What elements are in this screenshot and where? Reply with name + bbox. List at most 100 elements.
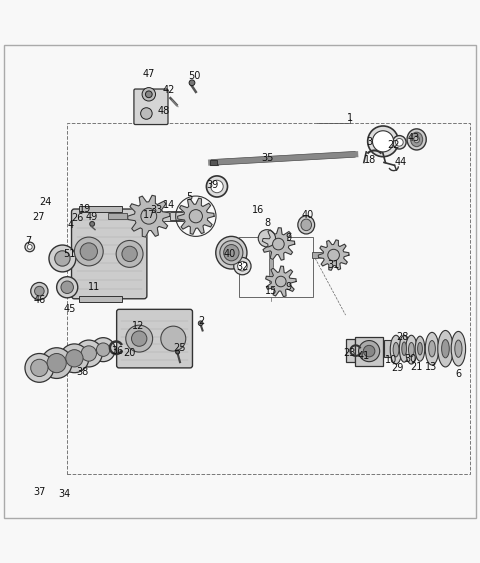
Circle shape [368, 126, 398, 157]
Text: 29: 29 [391, 363, 404, 373]
Circle shape [25, 242, 35, 252]
Bar [108, 213, 127, 219]
Circle shape [66, 350, 83, 367]
Text: 43: 43 [408, 133, 420, 144]
Circle shape [74, 237, 103, 266]
Ellipse shape [425, 332, 439, 365]
Text: 20: 20 [123, 347, 136, 358]
Text: 47: 47 [143, 69, 155, 79]
Ellipse shape [402, 342, 407, 355]
Circle shape [372, 131, 394, 152]
FancyBboxPatch shape [72, 209, 147, 299]
Bar [312, 252, 341, 258]
Circle shape [189, 80, 195, 86]
Circle shape [41, 348, 72, 378]
Circle shape [132, 331, 147, 346]
Ellipse shape [298, 216, 315, 234]
Text: 35: 35 [262, 153, 274, 163]
Circle shape [122, 246, 137, 262]
Text: 8: 8 [265, 218, 271, 228]
Circle shape [126, 325, 153, 352]
Circle shape [35, 287, 44, 296]
Circle shape [57, 276, 78, 298]
Circle shape [116, 240, 143, 267]
Circle shape [238, 261, 247, 271]
Circle shape [273, 238, 284, 250]
Text: 36: 36 [111, 346, 124, 356]
Text: 23: 23 [343, 348, 356, 359]
Text: 14: 14 [163, 200, 175, 209]
Text: 39: 39 [206, 181, 218, 190]
Circle shape [328, 249, 339, 261]
Ellipse shape [406, 335, 417, 364]
Text: 25: 25 [174, 343, 186, 353]
Text: 38: 38 [76, 367, 89, 377]
Text: 45: 45 [63, 305, 76, 314]
Circle shape [145, 91, 152, 97]
Polygon shape [265, 266, 296, 297]
Text: 11: 11 [87, 282, 100, 292]
Ellipse shape [407, 129, 426, 150]
Circle shape [49, 245, 76, 272]
Circle shape [359, 341, 380, 361]
Text: 22: 22 [387, 140, 400, 150]
Text: 37: 37 [33, 487, 46, 497]
Circle shape [96, 343, 110, 356]
Ellipse shape [442, 339, 449, 358]
Text: 15: 15 [265, 286, 277, 296]
Text: 3: 3 [367, 137, 372, 148]
Circle shape [81, 346, 96, 361]
Bar [79, 206, 122, 212]
Text: 24: 24 [39, 197, 52, 207]
Text: 5: 5 [186, 192, 193, 202]
Circle shape [211, 180, 223, 193]
Ellipse shape [220, 241, 243, 265]
Bar [346, 339, 355, 362]
Circle shape [27, 244, 32, 249]
Text: 44: 44 [395, 158, 407, 167]
Text: 19: 19 [79, 204, 92, 213]
Circle shape [363, 345, 375, 357]
Text: 41: 41 [358, 351, 370, 361]
Circle shape [141, 108, 152, 119]
Circle shape [276, 276, 286, 287]
Text: 48: 48 [157, 106, 169, 115]
Circle shape [31, 283, 48, 300]
Text: 42: 42 [163, 86, 175, 96]
Circle shape [142, 88, 156, 101]
Circle shape [90, 221, 95, 226]
Circle shape [206, 176, 228, 197]
Circle shape [60, 344, 89, 373]
Circle shape [25, 354, 54, 382]
Ellipse shape [418, 342, 422, 355]
Text: 51: 51 [63, 249, 76, 258]
Bar [384, 340, 393, 358]
Ellipse shape [393, 342, 399, 357]
Text: 12: 12 [132, 321, 144, 330]
Text: 46: 46 [33, 295, 46, 305]
Text: 21: 21 [410, 362, 423, 372]
Text: 10: 10 [385, 355, 397, 365]
Circle shape [258, 230, 276, 247]
Ellipse shape [414, 136, 420, 143]
Bar [170, 212, 194, 220]
Circle shape [198, 321, 203, 325]
Ellipse shape [396, 138, 403, 146]
Bar [105, 212, 201, 221]
FancyBboxPatch shape [134, 89, 168, 124]
Ellipse shape [455, 340, 462, 358]
Circle shape [161, 326, 186, 351]
Bar [67, 123, 470, 473]
Bar [79, 296, 122, 302]
Circle shape [91, 338, 115, 361]
Text: 16: 16 [252, 205, 264, 216]
Text: 7: 7 [24, 236, 31, 245]
Circle shape [61, 281, 73, 293]
Text: 50: 50 [188, 71, 201, 81]
Ellipse shape [451, 332, 466, 366]
Ellipse shape [438, 330, 453, 367]
Bar [210, 159, 217, 166]
Text: 28: 28 [396, 332, 408, 342]
Text: 17: 17 [143, 210, 155, 220]
Text: 34: 34 [59, 489, 71, 499]
